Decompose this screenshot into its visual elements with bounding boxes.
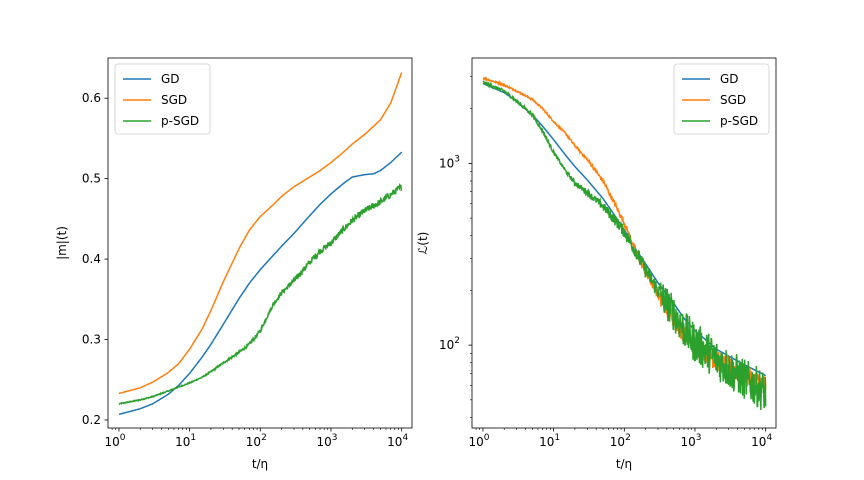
x-tick-label: 104: [387, 433, 408, 449]
x-tick-label-base: 10: [468, 435, 483, 449]
series-line-gd: [118, 151, 403, 416]
x-axis-label: t/η: [616, 457, 632, 471]
y-tick-label: 0.3: [82, 333, 101, 347]
x-tick-label-base: 10: [175, 435, 190, 449]
x-tick-label: 102: [246, 433, 267, 449]
y-tick-label: 0.2: [82, 413, 101, 427]
x-tick-label: 104: [751, 433, 772, 449]
x-tick-label-exponent: 4: [402, 433, 408, 443]
y-axis-label: ℒ(t): [416, 232, 430, 255]
legend-box: [673, 63, 770, 135]
legend-label-p-sgd: p-SGD: [161, 114, 199, 128]
x-tick-label-exponent: 0: [484, 433, 490, 443]
series-line-p-sgd: [118, 182, 403, 405]
legend-label-sgd: SGD: [720, 93, 746, 107]
series-line-sgd: [118, 72, 403, 395]
x-tick-label: 103: [316, 433, 337, 449]
x-tick-label-base: 10: [539, 435, 554, 449]
x-tick-label-base: 10: [246, 435, 261, 449]
x-tick-label-exponent: 2: [625, 433, 631, 443]
x-tick-label: 103: [680, 433, 701, 449]
x-tick-label-base: 10: [610, 435, 625, 449]
x-tick-label-exponent: 3: [696, 433, 702, 443]
x-tick-label: 102: [610, 433, 631, 449]
x-tick-label-exponent: 1: [554, 433, 560, 443]
x-tick-label-exponent: 1: [190, 433, 196, 443]
x-tick-label: 100: [468, 433, 489, 449]
legend-box: [114, 63, 211, 135]
x-tick-label: 101: [175, 433, 196, 449]
y-tick-label-exponent: 2: [454, 336, 460, 346]
x-tick-label-base: 10: [387, 435, 402, 449]
x-tick-label-exponent: 2: [261, 433, 267, 443]
series-line-sgd: [482, 76, 767, 393]
y-tick-label: 102: [439, 336, 460, 352]
x-tick-label-exponent: 0: [120, 433, 126, 443]
x-tick-label-exponent: 4: [766, 433, 772, 443]
legend-label-p-sgd: p-SGD: [720, 114, 758, 128]
legend-label-gd: GD: [161, 72, 180, 86]
x-tick-label: 101: [539, 433, 560, 449]
left-panel-magnetization: 100 101 102 103 1040.20.30.40.50.6t/η|m|(t)G…: [55, 57, 413, 471]
legend: GD SGD p-SGD: [673, 63, 770, 135]
x-tick-label-base: 10: [104, 435, 119, 449]
y-tick-label: 0.5: [82, 172, 101, 186]
x-tick-label-exponent: 3: [332, 433, 338, 443]
y-tick-label: 103: [439, 154, 460, 170]
y-tick-label: 0.6: [82, 91, 101, 105]
y-tick-label-base: 10: [439, 156, 454, 170]
x-tick-label: 100: [104, 433, 125, 449]
y-tick-label-base: 10: [439, 338, 454, 352]
legend: GD SGD p-SGD: [114, 63, 211, 135]
legend-label-gd: GD: [720, 72, 739, 86]
x-tick-label-base: 10: [751, 435, 766, 449]
series-line-p-sgd: [482, 80, 767, 411]
legend-label-sgd: SGD: [161, 93, 187, 107]
x-axis-label: t/η: [252, 457, 268, 471]
x-tick-label-base: 10: [680, 435, 695, 449]
y-axis-label: |m|(t): [55, 226, 69, 260]
x-tick-label-base: 10: [316, 435, 331, 449]
y-tick-label: 0.4: [82, 252, 101, 266]
y-tick-label-exponent: 3: [454, 154, 460, 164]
